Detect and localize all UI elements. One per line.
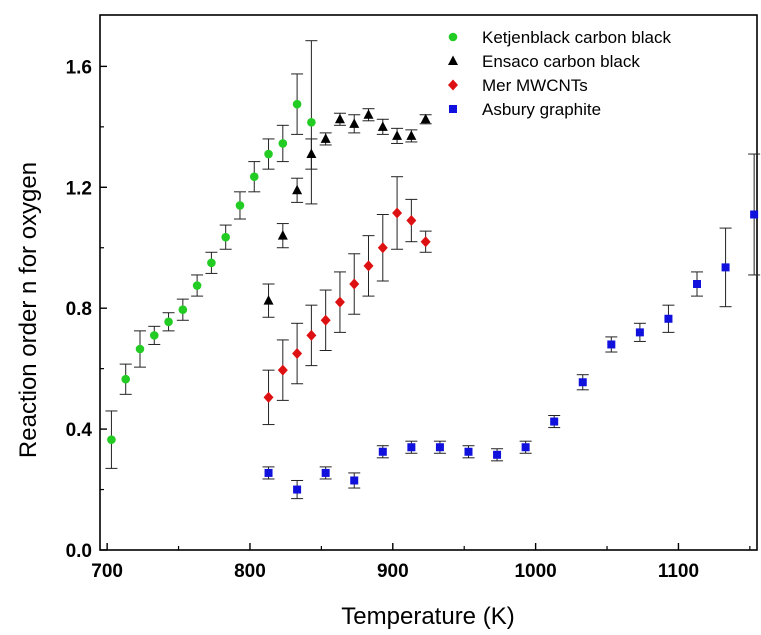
ketjenblack-carbon-black-point: [207, 258, 216, 268]
mer-mwcnts-point: [263, 391, 274, 403]
mer-mwcnts-point: [320, 314, 331, 326]
asbury-graphite-point: [321, 468, 330, 477]
ensaco-carbon-black-point: [392, 130, 403, 140]
mer-mwcnts-point: [306, 329, 317, 341]
x-tick-label: 900: [377, 561, 409, 582]
legend-marker-ketjenblack-carbon-black: [448, 32, 458, 42]
ketjenblack-carbon-black-point: [278, 139, 288, 148]
ketjenblack-carbon-black-point: [264, 149, 273, 159]
legend-label-ensaco-carbon-black: Ensaco carbon black: [482, 52, 640, 71]
ensaco-carbon-black-point: [363, 109, 374, 119]
plot-frame: [99, 14, 758, 551]
ketjenblack-carbon-black-point: [307, 118, 316, 127]
asbury-graphite-point: [464, 447, 473, 456]
x-tick-label: 700: [91, 561, 123, 582]
legend: Ketjenblack carbon black Ensaco carbon bl…: [448, 28, 672, 119]
ensaco-carbon-black-point: [334, 113, 345, 124]
asbury-graphite-point: [578, 378, 587, 387]
asbury-graphite-point: [493, 450, 502, 459]
mer-mwcnts-point: [406, 215, 417, 227]
ketjenblack-carbon-black-point: [164, 317, 173, 327]
axes: 700 800 900 1000 1100 0.0 0.4 0.8 1.2 1.6: [66, 14, 758, 582]
legend-marker-mer-mwcnts: [448, 79, 458, 91]
y-tick-label: 0.0: [66, 541, 92, 562]
asbury-graphite-point: [693, 280, 702, 289]
asbury-graphite-point: [750, 210, 759, 219]
asbury-graphite-point: [607, 340, 616, 349]
asbury-graphite-point: [264, 468, 273, 477]
x-axis-title: Temperature (K): [341, 603, 514, 630]
mer-mwcnts-point: [377, 242, 388, 254]
ensaco-carbon-black-point: [292, 184, 303, 195]
mer-mwcnts-point: [392, 207, 403, 219]
error-bars: [105, 40, 761, 500]
ensaco-carbon-black-point: [377, 121, 388, 131]
ketjenblack-carbon-black-point: [107, 435, 116, 444]
data-markers: [107, 99, 759, 494]
legend-label-ketjenblack-carbon-black: Ketjenblack carbon black: [482, 28, 672, 47]
y-tick-label: 0.8: [66, 299, 92, 320]
asbury-graphite-point: [721, 263, 730, 272]
ketjenblack-carbon-black-point: [121, 374, 131, 384]
asbury-graphite-point: [550, 417, 559, 426]
y-tick-label: 0.4: [66, 420, 93, 441]
ketjenblack-carbon-black-point: [192, 281, 202, 290]
ensaco-carbon-black-point: [306, 148, 317, 159]
y-axis-title: Reaction order n for oxygen: [15, 162, 42, 458]
mer-mwcnts-point: [420, 236, 431, 248]
ketjenblack-carbon-black-point: [235, 201, 245, 210]
legend-label-mer-mwcnts: Mer MWCNTs: [482, 76, 588, 95]
mer-mwcnts-point: [349, 278, 360, 290]
legend-marker-asbury-graphite: [449, 105, 457, 113]
ketjenblack-carbon-black-point: [221, 232, 230, 242]
mer-mwcnts-point: [292, 348, 303, 360]
asbury-graphite-point: [378, 447, 387, 456]
ketjenblack-carbon-black-point: [249, 172, 259, 182]
asbury-graphite-point: [635, 328, 644, 337]
asbury-graphite-point: [350, 476, 359, 485]
y-tick-label: 1.6: [66, 57, 92, 78]
ensaco-carbon-black-point: [320, 133, 331, 143]
ketjenblack-carbon-black-point: [292, 99, 302, 109]
y-tick-label: 1.2: [66, 178, 92, 199]
x-tick-label: 800: [234, 561, 266, 582]
ketjenblack-carbon-black-point: [178, 305, 188, 315]
x-tick-label: 1000: [514, 561, 556, 582]
ensaco-carbon-black-point: [406, 130, 417, 140]
asbury-graphite-point: [664, 314, 673, 323]
x-tick-label: 1100: [658, 561, 699, 582]
asbury-graphite-point: [435, 443, 444, 452]
mer-mwcnts-point: [363, 260, 374, 272]
ketjenblack-carbon-black-point: [135, 344, 145, 354]
asbury-graphite-point: [293, 485, 302, 494]
asbury-graphite-point: [407, 443, 416, 452]
mer-mwcnts-point: [277, 364, 288, 376]
ensaco-carbon-black-point: [277, 230, 288, 240]
ketjenblack-carbon-black-point: [149, 331, 159, 340]
legend-label-asbury-graphite: Asbury graphite: [482, 100, 601, 119]
ensaco-carbon-black-point: [420, 113, 431, 124]
ensaco-carbon-black-point: [349, 118, 360, 128]
legend-marker-ensaco-carbon-black: [448, 55, 458, 65]
ensaco-carbon-black-point: [263, 295, 274, 305]
asbury-graphite-point: [521, 443, 530, 452]
mer-mwcnts-point: [334, 296, 345, 308]
